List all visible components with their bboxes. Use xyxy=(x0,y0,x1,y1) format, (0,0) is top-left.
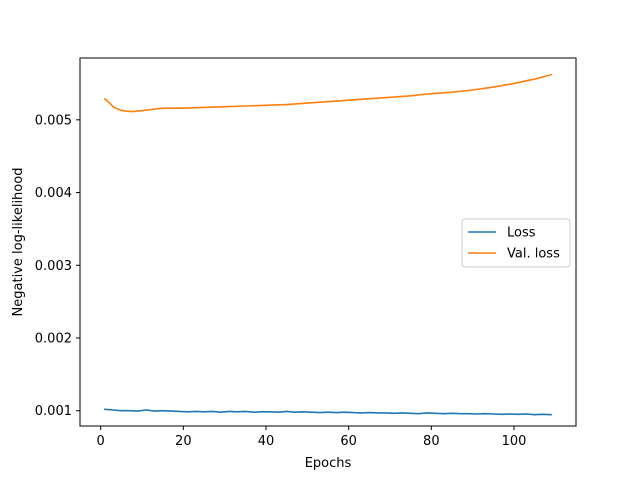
x-tick-label: 0 xyxy=(97,434,105,449)
x-tick-label: 80 xyxy=(423,434,440,449)
y-axis: 0.001 0.002 0.003 0.004 0.005 xyxy=(35,113,80,419)
y-tick-label: 0.003 xyxy=(35,259,72,274)
legend-label: Loss xyxy=(507,226,536,241)
series-line-2 xyxy=(104,73,553,113)
x-tick-label: 100 xyxy=(502,434,527,449)
y-tick-label: 0.005 xyxy=(35,113,72,128)
series-line-1 xyxy=(104,408,553,416)
series-layer xyxy=(104,73,553,416)
y-tick-label: 0.002 xyxy=(35,332,72,347)
x-axis-title: Epochs xyxy=(305,456,352,471)
legend: Loss Val. loss xyxy=(461,218,571,268)
x-axis: 0 20 40 60 80 100 xyxy=(97,426,527,449)
x-tick-label: 20 xyxy=(175,434,192,449)
legend-box xyxy=(461,218,571,268)
x-tick-label: 40 xyxy=(258,434,275,449)
y-axis-title: Negative log-likelihood xyxy=(11,168,26,317)
y-tick-label: 0.004 xyxy=(35,186,72,201)
y-tick-label: 0.001 xyxy=(35,404,72,419)
legend-label: Val. loss xyxy=(507,247,560,262)
x-tick-label: 60 xyxy=(340,434,357,449)
